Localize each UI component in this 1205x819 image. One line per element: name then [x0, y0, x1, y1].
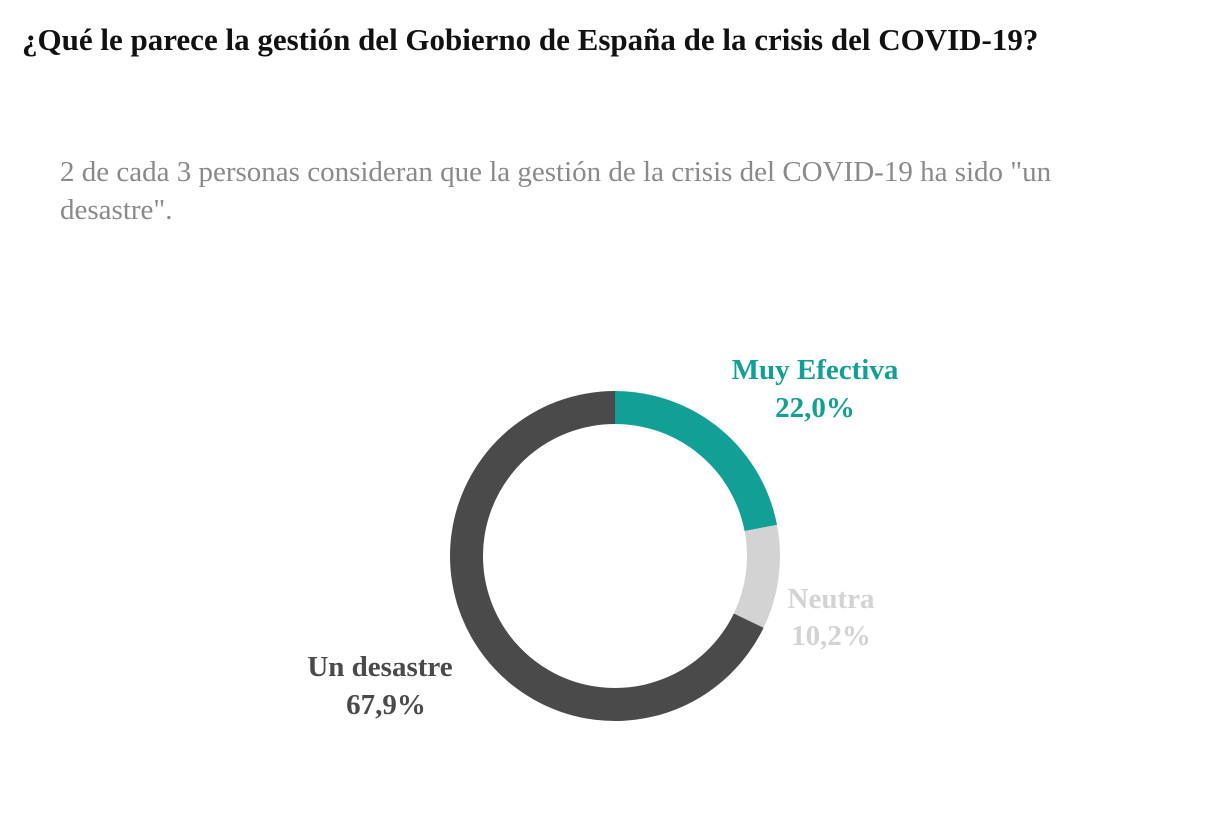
slice-value-muy-efectiva: 22,0% — [775, 392, 855, 424]
slice-label-un-desastre: Un desastre — [307, 651, 452, 683]
slice-neutra — [733, 524, 780, 628]
slice-value-neutra: 10,2% — [791, 620, 871, 652]
chart-title: ¿Qué le parece la gestión del Gobierno d… — [22, 22, 1039, 57]
slice-muy-efectiva — [615, 391, 778, 532]
slice-label-neutra: Neutra — [788, 583, 875, 615]
chart-subtitle: 2 de cada 3 personas consideran que la g… — [60, 156, 1052, 226]
slice-value-un-desastre: 67,9% — [346, 689, 426, 721]
slice-label-muy-efectiva: Muy Efectiva — [732, 354, 899, 386]
